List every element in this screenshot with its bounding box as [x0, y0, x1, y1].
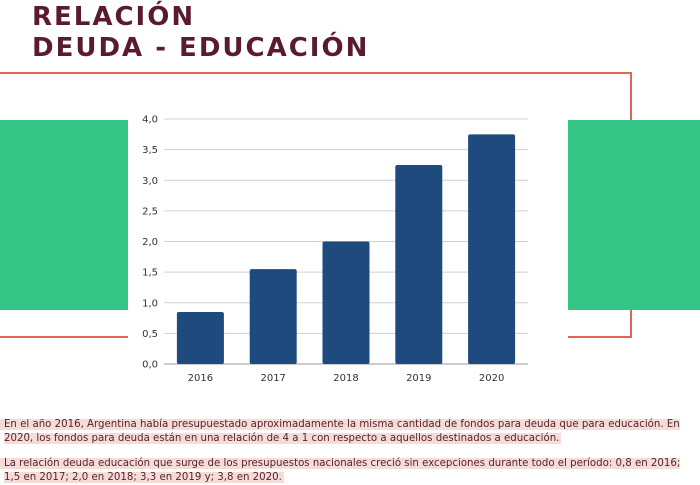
bar-2017 — [249, 269, 297, 364]
x-tick-label: 2016 — [188, 373, 213, 384]
paragraph-2-text: La relación deuda educación que surge de… — [0, 458, 681, 483]
x-tick-label: 2017 — [260, 373, 285, 384]
y-tick-label: 0,5 — [142, 329, 158, 340]
page-title: RELACIÓN DEUDA - EDUCACIÓN — [32, 2, 369, 64]
y-tick-label: 4,0 — [142, 115, 158, 126]
paragraph-1-text: En el año 2016, Argentina había presupue… — [0, 419, 680, 444]
bar-2020 — [468, 134, 516, 364]
paragraph-1: En el año 2016, Argentina había presupue… — [0, 418, 694, 446]
bar-2018 — [322, 241, 370, 364]
title-line-1: RELACIÓN — [32, 2, 196, 32]
x-tick-label: 2018 — [333, 373, 358, 384]
paragraph-2: La relación deuda educación que surge de… — [0, 457, 694, 485]
y-tick-label: 1,0 — [142, 298, 158, 309]
green-block-right — [568, 120, 700, 310]
bar-2016 — [176, 311, 224, 364]
x-tick-label: 2019 — [406, 373, 431, 384]
green-block-left — [0, 120, 128, 310]
bar-2019 — [395, 164, 443, 364]
title-line-2: DEUDA - EDUCACIÓN — [32, 33, 370, 63]
y-tick-label: 2,0 — [142, 237, 158, 248]
x-tick-label: 2020 — [479, 373, 504, 384]
bar-chart: 0,0 0,5 1,0 1,5 2,0 2,5 3,0 3,5 4,0 2016 2017 2018 2… — [142, 115, 528, 384]
y-tick-label: 3,5 — [142, 145, 158, 156]
y-tick-label: 3,0 — [142, 176, 158, 187]
y-tick-label: 2,5 — [142, 206, 158, 217]
y-tick-label: 1,5 — [142, 268, 158, 279]
y-tick-label: 0,0 — [142, 360, 158, 371]
